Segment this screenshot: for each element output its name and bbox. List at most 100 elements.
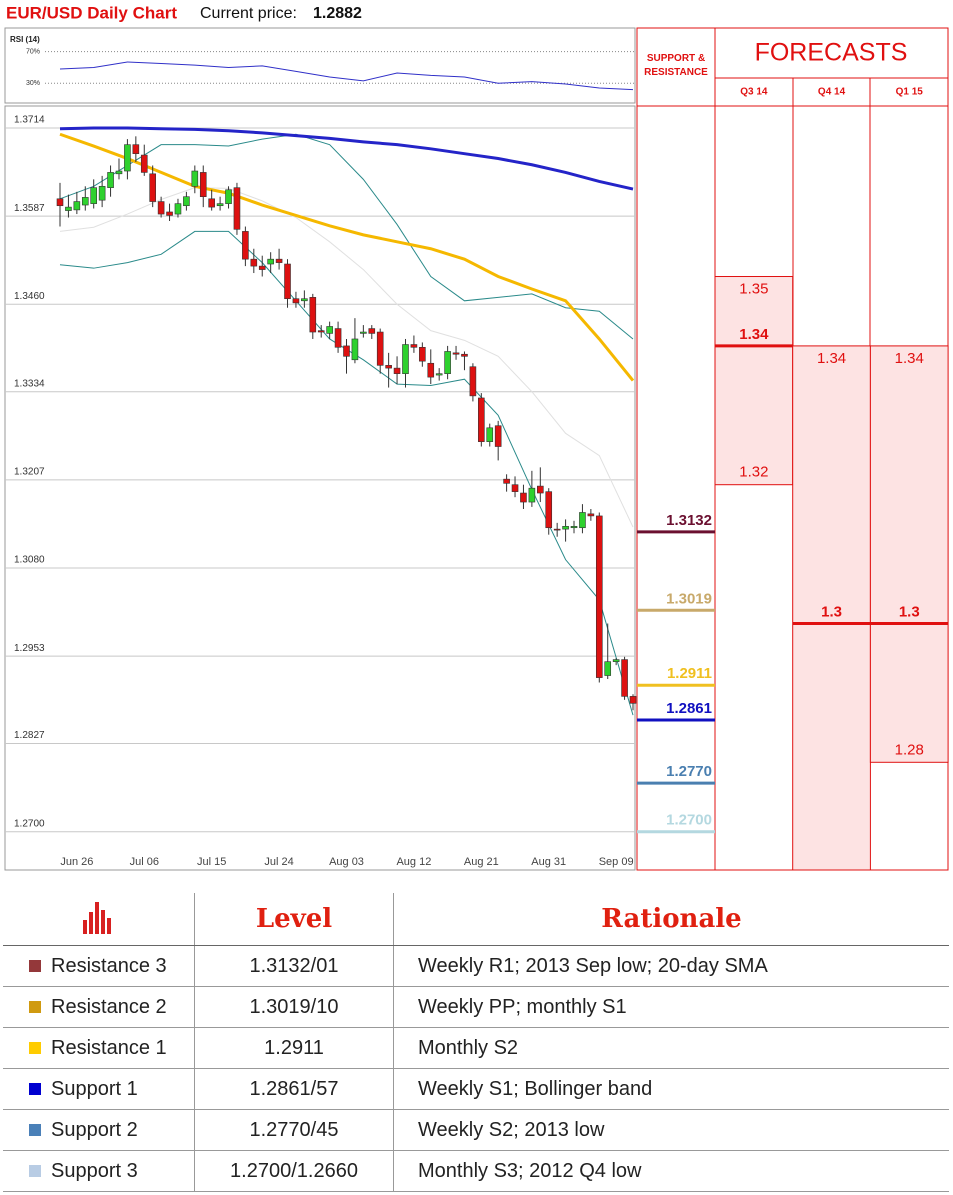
candle-body xyxy=(452,352,460,355)
candle-body xyxy=(183,196,190,207)
level-label: 1.3019 xyxy=(666,590,712,607)
forecast-median-label: 1.34 xyxy=(739,326,769,343)
level-cell: 1.3132/01 xyxy=(194,945,394,987)
period-label: Q4 14 xyxy=(818,87,846,98)
candle-body xyxy=(621,659,628,697)
rationale-cell: Monthly S2 xyxy=(393,1027,949,1069)
forecast-range xyxy=(792,345,871,871)
forecast-high: 1.34 xyxy=(895,350,924,367)
candle-body xyxy=(579,512,586,529)
candle-body xyxy=(562,526,569,530)
levels-table: Level Rationale Resistance 3 1.3132/01 Wee… xyxy=(3,893,949,1192)
y-tick-label: 70% xyxy=(26,49,40,56)
x-tick-label: Aug 31 xyxy=(531,856,566,868)
y-tick-label: 1.3714 xyxy=(14,115,45,126)
row-name: Resistance 2 xyxy=(51,995,167,1018)
rationale-cell: Monthly S3; 2012 Q4 low xyxy=(393,1150,949,1192)
candle-body xyxy=(81,197,89,206)
candle-body xyxy=(258,265,266,270)
candle-body xyxy=(98,185,106,201)
row-name: Resistance 1 xyxy=(51,1036,167,1059)
candle-body xyxy=(233,187,241,230)
line xyxy=(59,133,634,340)
candle-body xyxy=(225,189,232,204)
y-tick-label: 30% xyxy=(26,80,40,87)
candle-body xyxy=(368,328,376,334)
candle-body xyxy=(520,492,527,503)
candle-body xyxy=(191,170,199,187)
candle-body xyxy=(385,365,392,369)
candle-body xyxy=(326,326,333,334)
candle-body xyxy=(351,338,359,361)
forecast-low: 1.32 xyxy=(739,464,768,481)
y-tick-label: 1.3460 xyxy=(14,291,45,302)
rationale-cell: Weekly S1; Bollinger band xyxy=(393,1068,949,1110)
chart-title: EUR/USD Daily Chart xyxy=(6,3,177,22)
candle-body xyxy=(242,231,249,260)
candle-body xyxy=(545,491,553,529)
candle-body xyxy=(553,528,561,531)
rationale-head: Rationale xyxy=(393,893,949,946)
period-label: Q3 14 xyxy=(740,87,768,98)
candle-body xyxy=(376,331,384,366)
table-row: Support 2 1.2770/45 Weekly S2; 2013 low xyxy=(3,1109,949,1151)
name-cell: Resistance 2 xyxy=(3,986,195,1028)
candle-body xyxy=(267,258,274,265)
candle-body xyxy=(503,478,510,484)
x-tick-label: Aug 21 xyxy=(464,856,499,868)
line xyxy=(59,61,634,91)
level-cell: 1.2911 xyxy=(194,1027,394,1069)
candle-body xyxy=(435,373,443,376)
candle-body xyxy=(393,367,401,374)
candle-body xyxy=(309,297,317,333)
table-row: Resistance 2 1.3019/10 Weekly PP; monthly … xyxy=(3,986,949,1028)
candle-body xyxy=(537,485,544,494)
y-tick-label: 1.3207 xyxy=(14,466,45,477)
level-cell: 1.3019/10 xyxy=(194,986,394,1028)
candle-body xyxy=(107,172,114,188)
candle-body xyxy=(343,345,350,357)
price-label: Current price: xyxy=(200,5,297,22)
table-row: Support 1 1.2861/57 Weekly S1; Bollinger b… xyxy=(3,1068,949,1110)
y-tick-label: 1.2700 xyxy=(14,818,45,829)
candle-body xyxy=(166,211,173,216)
candle-body xyxy=(65,206,72,211)
candle-body xyxy=(494,425,502,447)
candle-body xyxy=(115,170,123,175)
row-name: Support 1 xyxy=(51,1077,138,1100)
candle-body xyxy=(56,198,64,207)
candle-body xyxy=(427,362,435,378)
candle-body xyxy=(208,198,215,208)
swatch xyxy=(29,1124,41,1137)
forecast-range xyxy=(869,345,949,763)
table-header: Level Rationale xyxy=(3,893,949,946)
level-label: 1.2700 xyxy=(666,812,712,829)
candle-body xyxy=(157,201,165,215)
forecast-low: 1.28 xyxy=(895,741,924,758)
line xyxy=(59,132,635,382)
level-label: 1.2911 xyxy=(667,665,712,682)
candle-body xyxy=(410,344,418,348)
candle-body xyxy=(595,515,603,678)
name-cell: Support 1 xyxy=(3,1068,195,1110)
row-name: Support 3 xyxy=(51,1159,138,1182)
candle-body xyxy=(478,397,485,442)
x-tick-label: Jun 26 xyxy=(60,856,93,868)
candle-body xyxy=(528,487,536,503)
swatch xyxy=(29,1165,41,1178)
candle-body xyxy=(292,298,300,304)
price: 1.2882 xyxy=(313,5,362,22)
level-label: 1.3132 xyxy=(666,512,712,529)
candle-body xyxy=(419,346,426,362)
name-cell: Support 2 xyxy=(3,1109,195,1151)
forecast-high: 1.34 xyxy=(817,350,846,367)
y-tick-label: 1.3587 xyxy=(14,203,45,214)
table-row: Support 3 1.2700/1.2660 Monthly S3; 2012 Q… xyxy=(3,1150,949,1192)
candle-body xyxy=(174,203,182,215)
y-tick-label: 1.2953 xyxy=(14,643,45,654)
row-name: Support 2 xyxy=(51,1118,138,1141)
x-tick-label: Aug 12 xyxy=(396,856,431,868)
candle-body xyxy=(250,258,258,267)
candle-body xyxy=(124,144,131,172)
candle-body xyxy=(629,696,637,704)
